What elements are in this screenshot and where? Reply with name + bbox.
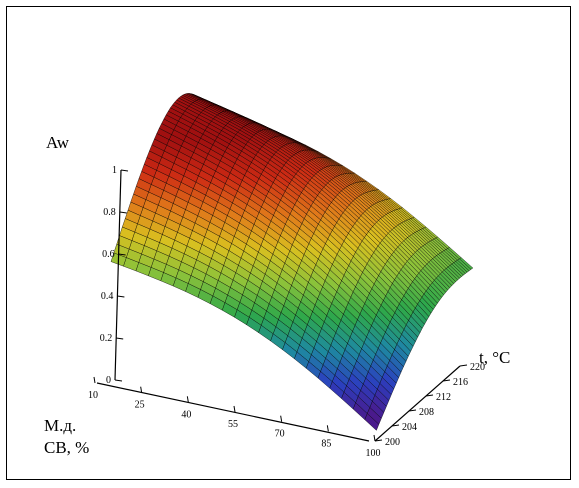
x-tick-mark (373, 434, 376, 442)
z-tick-mark (114, 379, 123, 382)
z-tick-mark (117, 295, 125, 298)
y-tick-mark (408, 409, 417, 412)
x-tick-label: 10 (88, 390, 98, 401)
y-tick-label: 216 (453, 377, 468, 388)
x-tick-mark (233, 405, 236, 413)
z-axis-title: Aw (46, 133, 69, 152)
z-tick-mark (119, 211, 127, 214)
y-tick-mark (374, 439, 383, 442)
z-tick-label: 0 (106, 375, 111, 386)
y-axis-title: t, °C (479, 348, 511, 367)
z-tick-mark (116, 337, 124, 340)
x-tick-label: 85 (321, 438, 331, 449)
z-tick-label: 0.6 (102, 249, 115, 260)
z-tick-label: 0.2 (100, 333, 113, 344)
z-tick-mark (120, 169, 129, 172)
y-axis-line (374, 365, 461, 442)
x-tick-mark (186, 396, 189, 403)
x-tick-label: 70 (275, 429, 285, 440)
x-tick-label: 25 (135, 400, 145, 411)
x-tick-mark (326, 425, 329, 432)
z-axis-line (114, 169, 122, 381)
x-tick-label: 55 (228, 419, 238, 430)
x-tick-mark (280, 415, 283, 422)
y-tick-mark (459, 364, 468, 367)
z-tick-label: 1 (112, 165, 117, 176)
y-tick-mark (425, 394, 434, 397)
tick-labels: 00.20.40.60.8110254055708510020020420821… (88, 165, 485, 459)
y-tick-label: 208 (419, 407, 434, 418)
y-tick-label: 220 (470, 362, 485, 373)
x-axis-title-line-2: СВ, % (44, 438, 90, 457)
x-axis-line (96, 382, 370, 442)
x-tick-label: 40 (181, 409, 191, 420)
y-tick-label: 200 (385, 437, 400, 448)
z-tick-label: 0.4 (101, 291, 114, 302)
y-tick-label: 212 (436, 392, 451, 403)
chart-frame (6, 6, 571, 480)
x-tick-label: 100 (366, 448, 381, 459)
axes (96, 169, 461, 442)
z-tick-label: 0.8 (103, 207, 116, 218)
surface (110, 93, 474, 431)
x-tick-mark (93, 376, 96, 384)
z-tick-mark (118, 253, 126, 256)
y-tick-mark (442, 379, 451, 382)
x-tick-mark (140, 386, 143, 393)
y-tick-mark (391, 424, 400, 427)
x-axis-title-line-1: М.д. (44, 416, 77, 435)
y-tick-label: 204 (402, 422, 417, 433)
